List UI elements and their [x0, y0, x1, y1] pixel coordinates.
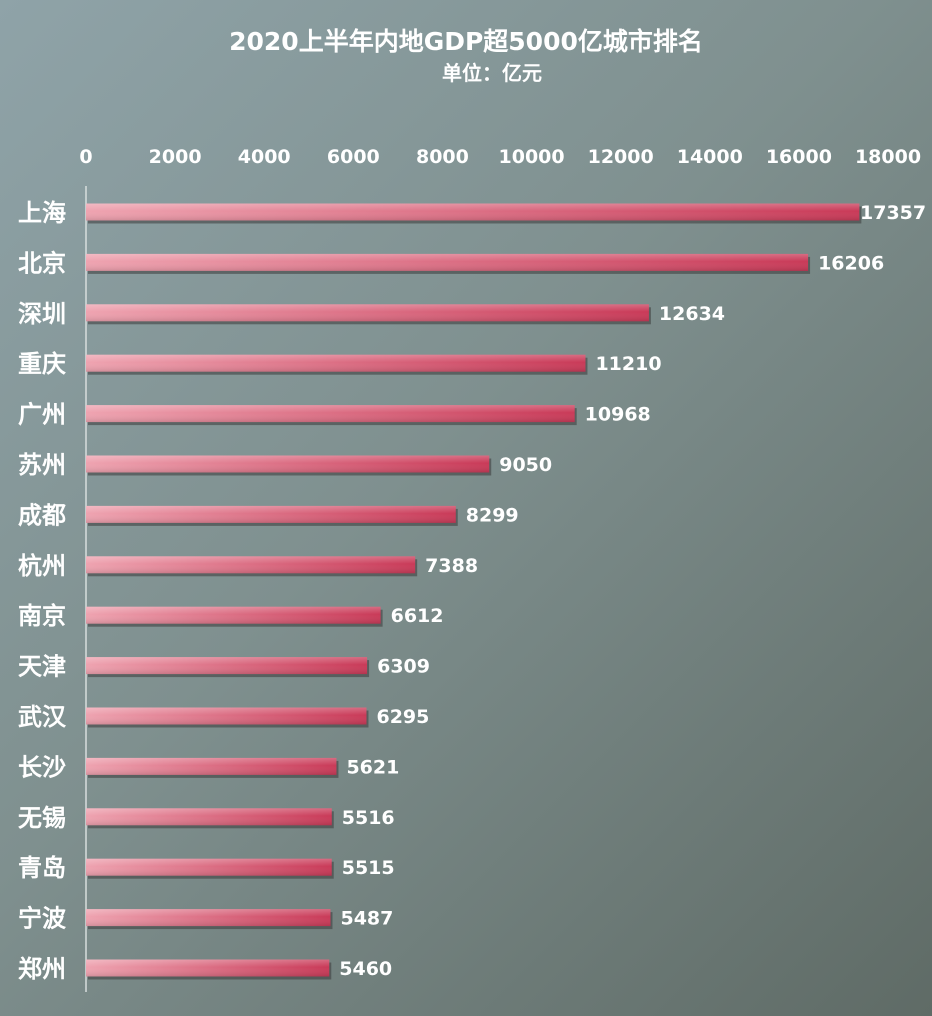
- data-label: 10968: [585, 404, 651, 426]
- data-label: 6309: [377, 656, 430, 678]
- data-label: 5515: [342, 857, 395, 879]
- data-label: 12634: [659, 303, 725, 325]
- category-label: 天津: [18, 653, 66, 681]
- data-label: 6612: [391, 605, 444, 627]
- data-label: 5460: [339, 958, 392, 980]
- bar-highlight: [86, 606, 381, 624]
- bar-highlight: [86, 505, 456, 523]
- data-label: 17357: [860, 202, 926, 224]
- category-label: 深圳: [18, 300, 66, 328]
- category-label: 上海: [18, 199, 66, 227]
- data-label: 5621: [346, 756, 399, 778]
- bar-highlight: [86, 858, 332, 876]
- x-tick-label: 8000: [416, 146, 469, 168]
- category-label: 北京: [18, 249, 66, 277]
- bar-highlight: [86, 959, 330, 977]
- data-label: 7388: [425, 555, 478, 577]
- category-label: 杭州: [18, 552, 66, 580]
- data-label: 11210: [595, 353, 661, 375]
- category-label: 无锡: [18, 804, 66, 832]
- bar-highlight: [86, 405, 575, 423]
- data-label: 5487: [340, 908, 393, 930]
- x-tick-label: 6000: [327, 146, 380, 168]
- data-label: 8299: [466, 504, 519, 526]
- bar-highlight: [86, 203, 860, 221]
- chart-title: 2020上半年内地GDP超5000亿城市排名: [229, 27, 703, 56]
- bar-highlight: [86, 304, 649, 322]
- category-label: 重庆: [18, 350, 66, 378]
- x-tick-label: 0: [79, 146, 92, 168]
- chart-subtitle: 单位：亿元: [442, 61, 542, 85]
- bar-highlight: [86, 707, 367, 725]
- category-label: 长沙: [18, 753, 66, 781]
- x-tick-label: 4000: [238, 146, 291, 168]
- x-tick-label: 12000: [588, 146, 654, 168]
- x-tick-label: 2000: [149, 146, 202, 168]
- category-label: 苏州: [18, 451, 66, 479]
- category-label: 宁波: [18, 905, 67, 933]
- x-tick-label: 16000: [766, 146, 832, 168]
- bar-highlight: [86, 354, 586, 372]
- data-label: 6295: [376, 706, 429, 728]
- category-label: 郑州: [18, 955, 66, 983]
- data-label: 5516: [342, 807, 395, 829]
- x-tick-label: 14000: [677, 146, 743, 168]
- data-label: 16206: [818, 252, 884, 274]
- category-label: 青岛: [18, 854, 66, 882]
- bar-highlight: [86, 757, 337, 775]
- category-label: 成都: [18, 501, 66, 529]
- bar-highlight: [86, 657, 368, 675]
- bar-highlight: [86, 253, 809, 271]
- data-label: 9050: [499, 454, 552, 476]
- bar-highlight: [86, 808, 332, 826]
- category-label: 南京: [18, 602, 66, 630]
- category-label: 广州: [18, 401, 66, 429]
- x-tick-label: 18000: [855, 146, 921, 168]
- bar-highlight: [86, 455, 490, 473]
- bar-highlight: [86, 556, 416, 574]
- category-label: 武汉: [18, 703, 67, 731]
- x-tick-label: 10000: [499, 146, 565, 168]
- bar-highlight: [86, 909, 331, 927]
